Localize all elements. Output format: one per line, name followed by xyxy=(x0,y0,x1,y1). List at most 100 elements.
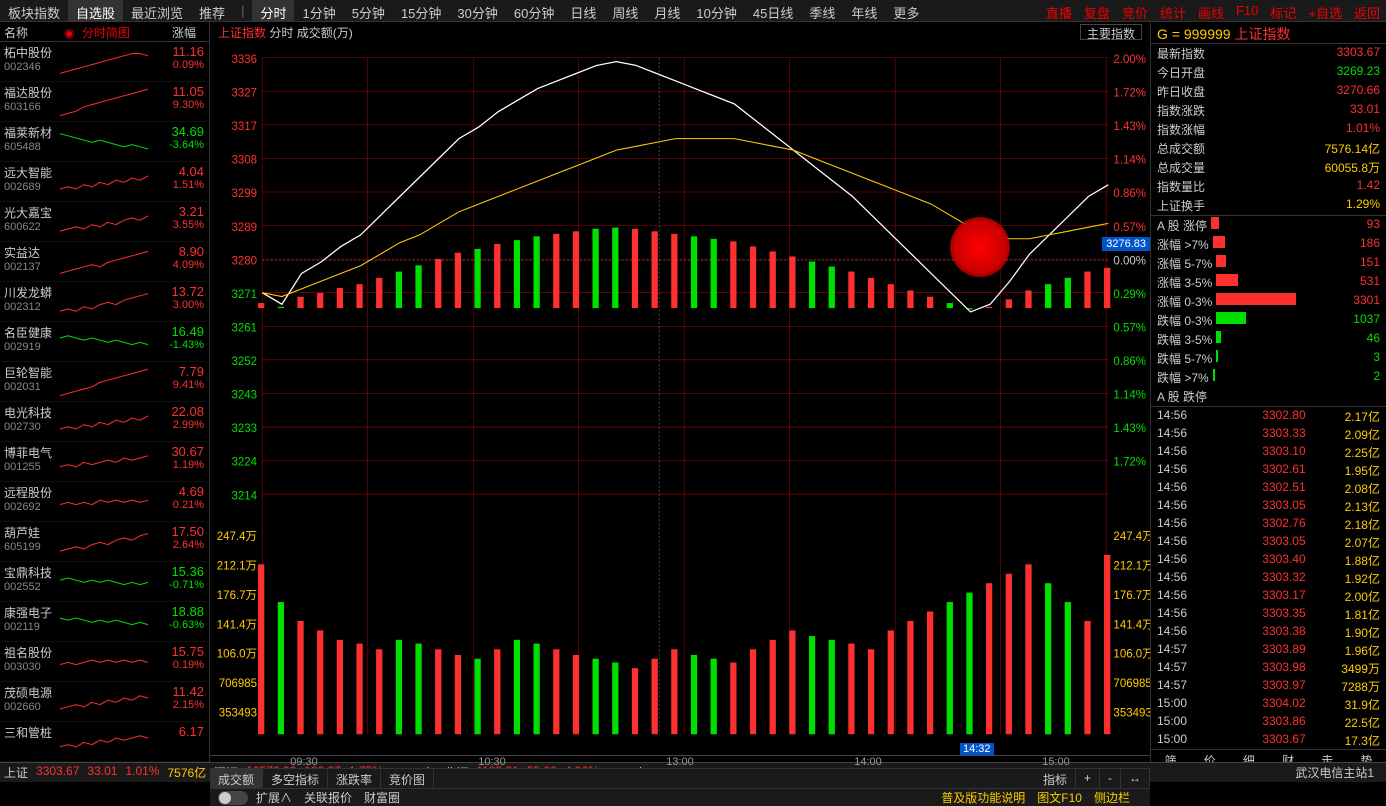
stock-row[interactable]: 福莱新材605488 34.69-3.64% xyxy=(0,122,209,162)
period-tab-12[interactable]: 年线 xyxy=(843,0,885,21)
stock-row[interactable]: 柘中股份002346 11.160.09% xyxy=(0,42,209,82)
stock-row[interactable]: 三和管桩 6.17 xyxy=(0,722,209,762)
top-action-7[interactable]: +自选 xyxy=(1302,0,1348,21)
cursor-price-label: 3276.83 xyxy=(1102,237,1150,251)
indicator-tab-0[interactable]: 成交额 xyxy=(210,769,263,788)
svg-text:706985: 706985 xyxy=(219,678,257,690)
index-code: G = 999999 xyxy=(1157,26,1231,42)
svg-text:3317: 3317 xyxy=(231,121,257,133)
indicator-action-0[interactable]: 指标 xyxy=(1035,769,1076,788)
indicator-action-1[interactable]: + xyxy=(1076,769,1100,788)
period-tab-10[interactable]: 45日线 xyxy=(745,0,801,21)
right-footer-tab-4[interactable]: 走 xyxy=(1308,750,1347,762)
period-tab-6[interactable]: 日线 xyxy=(562,0,604,21)
right-footer-tab-5[interactable]: 势 xyxy=(1347,750,1386,762)
ext-item-2[interactable]: 财富圈 xyxy=(364,789,400,806)
stock-row[interactable]: 名臣健康002919 16.49-1.43% xyxy=(0,322,209,362)
stock-row[interactable]: 福达股份603166 11.059.30% xyxy=(0,82,209,122)
period-tab-2[interactable]: 5分钟 xyxy=(344,0,393,21)
svg-text:3224: 3224 xyxy=(231,457,257,469)
ext-item-1[interactable]: 关联报价 xyxy=(304,789,352,806)
tick-row: 14:563303.321.92亿 xyxy=(1151,569,1386,587)
period-tab-1[interactable]: 1分钟 xyxy=(294,0,343,21)
period-tab-5[interactable]: 60分钟 xyxy=(506,0,562,21)
svg-text:247.4万: 247.4万 xyxy=(217,531,257,543)
period-tab-9[interactable]: 10分钟 xyxy=(688,0,744,21)
svg-text:353493: 353493 xyxy=(1113,707,1150,719)
top-action-2[interactable]: 竞价 xyxy=(1116,0,1154,21)
top-tab-0[interactable]: 板块指数 xyxy=(0,0,68,21)
ext-toggle[interactable] xyxy=(218,791,248,805)
top-action-0[interactable]: 直播 xyxy=(1040,0,1078,21)
top-tab-3[interactable]: 推荐 xyxy=(191,0,233,21)
svg-text:1.43%: 1.43% xyxy=(1113,423,1146,435)
right-footer-tab-1[interactable]: 价 xyxy=(1190,750,1229,762)
stock-row[interactable]: 葫芦娃605199 17.502.64% xyxy=(0,522,209,562)
stock-row[interactable]: 电光科技002730 22.082.99% xyxy=(0,402,209,442)
info-row: 指数量比1.42 xyxy=(1151,177,1386,196)
dist-row: 涨幅 0-3%3301 xyxy=(1151,292,1386,311)
tick-row: 14:563302.512.08亿 xyxy=(1151,479,1386,497)
stock-row[interactable]: 远大智能002689 4.041.51% xyxy=(0,162,209,202)
svg-text:106.0万: 106.0万 xyxy=(217,649,257,661)
tick-row: 15:003304.0231.9亿 xyxy=(1151,695,1386,713)
svg-text:3299: 3299 xyxy=(231,188,257,200)
svg-text:0.00%: 0.00% xyxy=(1113,255,1146,267)
main-index-button[interactable]: 主要指数 xyxy=(1080,24,1142,40)
stock-row[interactable]: 康强电子002119 18.88-0.63% xyxy=(0,602,209,642)
extension-bar: 扩展∧ 关联报价财富圈 普及版功能说明图文F10 侧边栏 xyxy=(210,788,1150,806)
ext-right-1[interactable]: 图文F10 xyxy=(1037,789,1082,806)
top-tab-1[interactable]: 自选股 xyxy=(68,0,123,21)
period-tab-3[interactable]: 15分钟 xyxy=(393,0,449,21)
cursor-time-label: 14:32 xyxy=(960,743,994,755)
period-tab-0[interactable]: 分时 xyxy=(252,0,294,21)
svg-text:176.7万: 176.7万 xyxy=(1113,590,1150,602)
top-action-3[interactable]: 统计 xyxy=(1154,0,1192,21)
right-footer-tab-3[interactable]: 财 xyxy=(1269,750,1308,762)
stock-row[interactable]: 巨轮智能002031 7.799.41% xyxy=(0,362,209,402)
svg-text:353493: 353493 xyxy=(219,707,257,719)
dist-row: 跌幅 >7%2 xyxy=(1151,368,1386,387)
stock-row[interactable]: 实益达002137 8.904.09% xyxy=(0,242,209,282)
top-action-6[interactable]: 标记 xyxy=(1264,0,1302,21)
top-tab-2[interactable]: 最近浏览 xyxy=(123,0,191,21)
intraday-chart[interactable]: 3336332733173308329932893280327132613252… xyxy=(210,42,1150,755)
svg-text:141.4万: 141.4万 xyxy=(217,619,257,631)
svg-text:3243: 3243 xyxy=(231,390,257,402)
svg-text:3271: 3271 xyxy=(231,289,257,301)
stock-row[interactable]: 祖名股份003030 15.750.19% xyxy=(0,642,209,682)
col-name: 名称 xyxy=(0,22,60,41)
ext-right-2[interactable]: 侧边栏 xyxy=(1094,789,1130,806)
right-footer-tab-2[interactable]: 细 xyxy=(1229,750,1268,762)
stock-row[interactable]: 远程股份002692 4.690.21% xyxy=(0,482,209,522)
svg-text:3214: 3214 xyxy=(231,490,257,502)
period-tab-11[interactable]: 季线 xyxy=(801,0,843,21)
tick-row: 15:003303.6717.3亿 xyxy=(1151,731,1386,749)
info-row: 最新指数3303.67 xyxy=(1151,44,1386,63)
ext-right-0[interactable]: 普及版功能说明 xyxy=(941,789,1025,806)
indicator-tab-3[interactable]: 竞价图 xyxy=(381,769,434,788)
period-tab-7[interactable]: 周线 xyxy=(604,0,646,21)
col-chg[interactable]: 涨幅 xyxy=(150,22,200,41)
tick-row: 14:563303.052.07亿 xyxy=(1151,533,1386,551)
stock-row[interactable]: 博菲电气001255 30.671.19% xyxy=(0,442,209,482)
stock-row[interactable]: 川发龙蟒002312 13.723.00% xyxy=(0,282,209,322)
stock-row[interactable]: 光大嘉宝600622 3.213.55% xyxy=(0,202,209,242)
period-tab-13[interactable]: 更多 xyxy=(885,0,927,21)
ext-item-0[interactable]: 扩展∧ xyxy=(256,789,292,806)
chart-title-1: 上证指数 xyxy=(218,24,266,40)
period-tab-4[interactable]: 30分钟 xyxy=(449,0,505,21)
top-action-8[interactable]: 返回 xyxy=(1348,0,1386,21)
indicator-tab-2[interactable]: 涨跌率 xyxy=(328,769,381,788)
top-action-4[interactable]: 画线 xyxy=(1192,0,1230,21)
right-footer-tab-0[interactable]: 筛 xyxy=(1151,750,1190,762)
top-action-5[interactable]: F10 xyxy=(1230,0,1264,21)
stock-row[interactable]: 宝鼎科技002552 15.36-0.71% xyxy=(0,562,209,602)
indicator-action-3[interactable]: ↔ xyxy=(1121,769,1150,788)
top-action-1[interactable]: 复盘 xyxy=(1078,0,1116,21)
period-tab-8[interactable]: 月线 xyxy=(646,0,688,21)
stock-row[interactable]: 茂硕电源002660 11.422.15% xyxy=(0,682,209,722)
indicator-action-2[interactable]: - xyxy=(1100,769,1121,788)
col-spark[interactable]: ◉ 分时简图 xyxy=(60,22,150,41)
indicator-tab-1[interactable]: 多空指标 xyxy=(263,769,328,788)
